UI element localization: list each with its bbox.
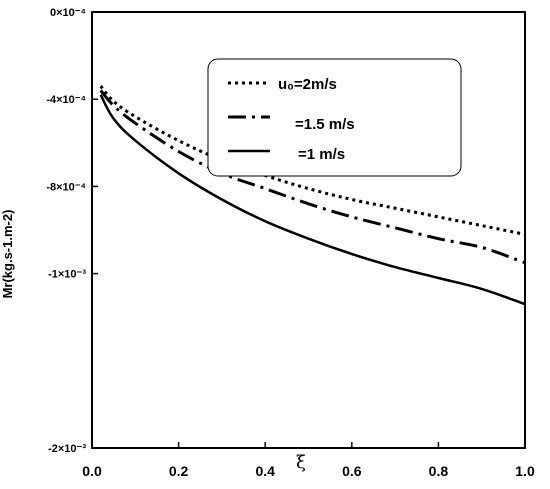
x-axis-label: ξ	[296, 452, 306, 473]
y-tick-label-3: -1×10⁻³	[48, 269, 86, 281]
legend-label-0: u₀=2m/s	[278, 76, 337, 93]
y-tick-label-0: 0×10⁻⁴	[50, 7, 86, 19]
x-tick-label-3: 0.6	[342, 463, 362, 479]
series-line-2	[99, 94, 526, 306]
x-axis-ticks: 0.0 0.2 0.4 0.6 0.8 1.0	[82, 442, 535, 479]
legend-label-1: =1.5 m/s	[295, 116, 355, 133]
x-tick-label-5: 1.0	[515, 463, 535, 479]
y-tick-label-2: -8×10⁻⁴	[46, 181, 86, 193]
x-tick-label-2: 0.4	[255, 463, 275, 479]
y-axis-label: Mr(kg.s-1.m-2)	[0, 210, 15, 299]
legend: u₀=2m/s =1.5 m/s =1 m/s	[207, 58, 462, 177]
x-tick-label-4: 0.8	[429, 463, 449, 479]
y-tick-label-4: -2×10⁻³	[48, 443, 86, 455]
x-tick-label-1: 0.2	[169, 463, 189, 479]
series-layer	[99, 85, 526, 306]
y-tick-label-1: -4×10⁻⁴	[46, 94, 86, 106]
legend-label-2: =1 m/s	[298, 146, 345, 163]
y-axis-ticks: 0×10⁻⁴ -4×10⁻⁴ -8×10⁻⁴ -1×10⁻³ -2×10⁻³	[46, 7, 98, 455]
series-line-0	[99, 85, 526, 236]
plot-frame	[91, 11, 526, 449]
legend-box	[207, 58, 462, 177]
series-line-1	[99, 89, 526, 265]
x-tick-label-0: 0.0	[82, 463, 102, 479]
